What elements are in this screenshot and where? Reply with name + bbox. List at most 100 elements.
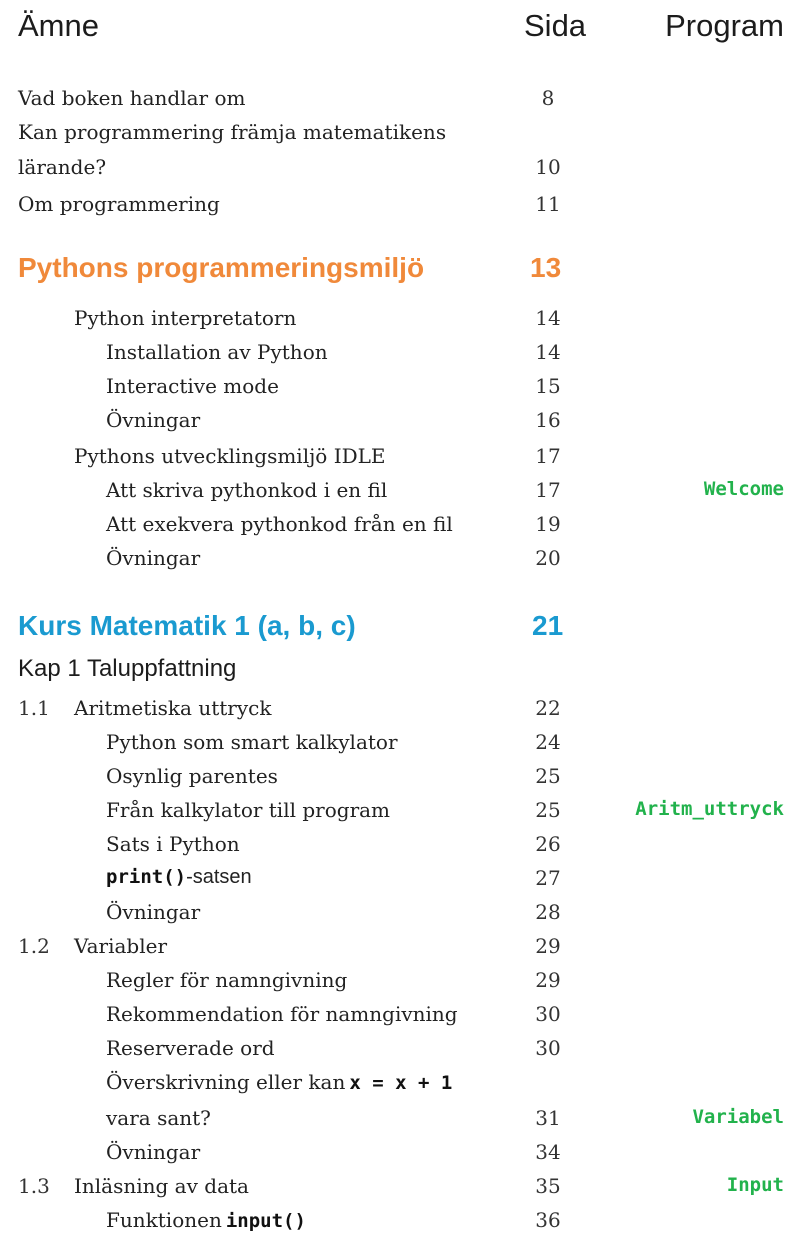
toc-entry[interactable]: Övningar 28	[0, 900, 800, 934]
section-page-python-env: 13	[530, 252, 562, 283]
entry-page: 20	[535, 546, 561, 570]
toc-entry[interactable]: 1.3 Inläsning av data 35 Input	[0, 1174, 800, 1208]
entry-title: Rekommendation för namngivning	[106, 1002, 458, 1026]
entry-page: 17	[535, 478, 561, 502]
entry-title-wrap: Övningar	[106, 1140, 200, 1164]
entry-page: 25	[535, 798, 561, 822]
entry-title: Python interpretatorn	[74, 306, 297, 330]
entry-title-wrap: Från kalkylator till program	[106, 798, 390, 822]
entry-title: Övningar	[106, 1140, 201, 1164]
toc-entry[interactable]: Python interpretatorn 14	[0, 306, 800, 340]
entry-title: Interactive mode	[106, 374, 279, 398]
toc-entry[interactable]: Regler för namngivning 29	[0, 968, 800, 1002]
entry-title-wrap: Inläsning av data	[74, 1174, 249, 1198]
entry-title: Reserverade ord	[106, 1036, 275, 1060]
entry-page: 31	[535, 1106, 561, 1130]
toc-entry[interactable]: lärande? 10	[0, 155, 800, 189]
section-title-matematik-1[interactable]: Kurs Matematik 1 (a, b, c)	[18, 610, 356, 641]
code-snippet: x = x + 1	[349, 1072, 453, 1094]
program-link: Welcome	[703, 478, 784, 500]
toc-entry[interactable]: Reserverade ord 30	[0, 1036, 800, 1070]
entry-title: Osynlig parentes	[106, 764, 278, 788]
toc-entry[interactable]: Rekommendation för namngivning 30	[0, 1002, 800, 1036]
entry-title: Variabler	[74, 934, 168, 958]
entry-title: Att exekvera pythonkod från en fil	[106, 512, 453, 536]
toc-entry[interactable]: Osynlig parentes 25	[0, 764, 800, 798]
entry-title-wrap: Övningar	[106, 900, 200, 924]
entry-title-wrap: Överskrivning eller kan x = x + 1	[106, 1070, 452, 1094]
entry-page: 10	[535, 155, 561, 179]
entry-page: 11	[535, 192, 561, 216]
entry-title-wrap: print()-satsen	[106, 866, 252, 889]
entry-page: 14	[535, 306, 561, 330]
toc-entry[interactable]: Installation av Python 14	[0, 340, 800, 374]
entry-title-wrap: Aritmetiska uttryck	[74, 696, 271, 720]
entry-title-wrap: Regler för namngivning	[106, 968, 347, 992]
toc-entry[interactable]: 1.2 Variabler 29	[0, 934, 800, 968]
entry-page: 34	[535, 1140, 561, 1164]
toc-entry[interactable]: Om programmering 11	[0, 192, 800, 226]
section-page-matematik-1: 21	[532, 610, 564, 641]
entry-title: Funktionen	[106, 1208, 222, 1232]
entry-number: 1.2	[18, 934, 50, 958]
entry-title: Kan programmering främja matematikens	[18, 120, 447, 144]
entry-page: 8	[541, 86, 555, 110]
entry-page: 14	[535, 340, 561, 364]
entry-title-wrap: vara sant?	[106, 1106, 211, 1130]
toc-entry[interactable]: Att exekvera pythonkod från en fil 19	[0, 512, 800, 546]
entry-page: 29	[535, 934, 561, 958]
entry-page: 29	[535, 968, 561, 992]
entry-title: Python som smart kalkylator	[106, 730, 398, 754]
entry-title: lärande?	[18, 155, 107, 179]
entry-title-wrap: Osynlig parentes	[106, 764, 278, 788]
toc-entry[interactable]: Överskrivning eller kan x = x + 1	[0, 1070, 800, 1104]
entry-page: 27	[535, 866, 561, 890]
toc-entry[interactable]: Övningar 20	[0, 546, 800, 580]
entry-title: Sats i Python	[106, 832, 240, 856]
entry-title: Övningar	[106, 408, 201, 432]
chapter-title: Kap 1 Taluppfattning	[18, 655, 237, 682]
toc-entry[interactable]: Funktionen input() 36	[0, 1208, 800, 1242]
entry-title-wrap: Variabler	[74, 934, 167, 958]
entry-page: 16	[535, 408, 561, 432]
toc-entry[interactable]: Python som smart kalkylator 24	[0, 730, 800, 764]
section-title-python-env[interactable]: Pythons programmeringsmiljö	[18, 252, 425, 283]
entry-page: 30	[535, 1002, 561, 1026]
toc-entry[interactable]: Kan programmering främja matematikens	[0, 120, 800, 154]
entry-title: Inläsning av data	[74, 1174, 249, 1198]
entry-title: Installation av Python	[106, 340, 328, 364]
entry-title: Vad boken handlar om	[18, 86, 246, 110]
entry-title: Pythons utvecklingsmiljö IDLE	[74, 444, 386, 468]
entry-page: 24	[535, 730, 561, 754]
toc-entry[interactable]: Vad boken handlar om 8	[0, 86, 800, 120]
toc-entry[interactable]: Övningar 16	[0, 408, 800, 442]
program-link: Aritm_uttryck	[635, 798, 784, 820]
entry-title: Regler för namngivning	[106, 968, 348, 992]
toc-entry[interactable]: Att skriva pythonkod i en fil 17 Welcome	[0, 478, 800, 512]
entry-page: 28	[535, 900, 561, 924]
entry-page: 35	[535, 1174, 561, 1198]
entry-page: 36	[535, 1208, 561, 1232]
toc-entry[interactable]: print()-satsen 27	[0, 866, 800, 900]
entry-page: 17	[535, 444, 561, 468]
entry-title: Från kalkylator till program	[106, 798, 391, 822]
entry-title: Övningar	[106, 546, 201, 570]
program-link: Input	[726, 1174, 784, 1196]
toc-entry[interactable]: Från kalkylator till program 25 Aritm_uttr…	[0, 798, 800, 832]
entry-page: 30	[535, 1036, 561, 1060]
toc-entry[interactable]: 1.1 Aritmetiska uttryck 22	[0, 696, 800, 730]
entry-page: 26	[535, 832, 561, 856]
toc-entry[interactable]: Interactive mode 15	[0, 374, 800, 408]
entry-title-wrap: Python som smart kalkylator	[106, 730, 398, 754]
code-snippet: print()	[106, 866, 187, 888]
entry-title: Aritmetiska uttryck	[74, 696, 272, 720]
entry-title: Övningar	[106, 900, 201, 924]
header-page: Sida	[524, 8, 587, 43]
toc-entry[interactable]: vara sant? 31 Variabel	[0, 1106, 800, 1140]
toc-entry[interactable]: Sats i Python 26	[0, 832, 800, 866]
toc-entry[interactable]: Pythons utvecklingsmiljö IDLE 17	[0, 444, 800, 478]
entry-title: vara sant?	[106, 1106, 211, 1130]
toc-entry[interactable]: Övningar 34	[0, 1140, 800, 1174]
entry-title-wrap: Sats i Python	[106, 832, 240, 856]
entry-page: 22	[535, 696, 561, 720]
